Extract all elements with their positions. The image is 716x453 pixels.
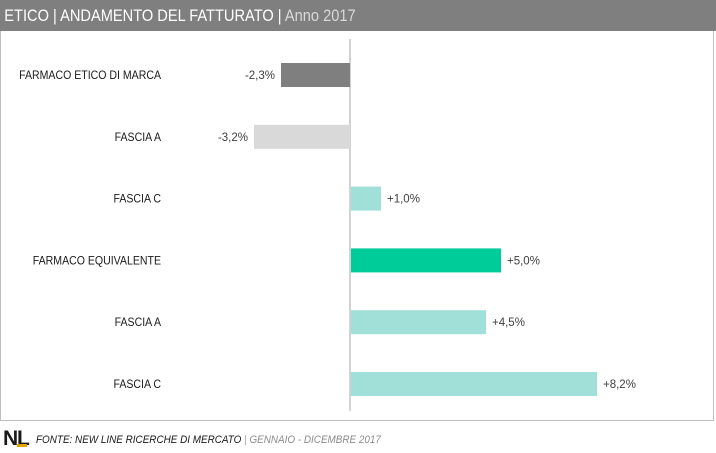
value-label-5: +8,2% [603,379,636,391]
bar-2 [351,186,381,211]
category-label-3: FARMACO EQUIVALENTE [33,255,162,268]
category-label-1: FASCIA A [115,131,162,144]
chart-title: ETICO | ANDAMENTO DEL FATTURATO | [4,6,282,25]
bar-chart: FARMACO ETICO DI MARCA -2,3% FASCIA A -3,2%… [19,39,636,411]
chart-subtitle: Anno 2017 [284,6,356,25]
value-label-2: +1,0% [387,194,420,206]
chart-header: ETICO | ANDAMENTO DEL FATTURATO | Anno 2… [0,0,716,31]
source-note: FONTE: NEW LINE RICERCHE DI MERCATO | GE… [36,434,381,446]
new-line-logo: N L [3,427,30,450]
category-label-0: FARMACO ETICO DI MARCA [19,69,161,82]
category-label-5: FASCIA C [113,378,161,391]
bar-1 [254,124,350,149]
source-text: FONTE: NEW LINE RICERCHE DI MERCATO [36,434,242,446]
value-label-1: -3,2% [218,132,248,144]
bar-4 [351,310,486,335]
category-label-2: FASCIA C [113,193,161,206]
source-period: GENNAIO - DICEMBRE 2017 [249,434,381,446]
bar-5 [351,372,597,396]
value-label-3: +5,0% [507,255,540,267]
value-label-0: -2,3% [245,70,275,82]
category-label-4: FASCIA A [115,317,162,330]
chart-frame [0,31,714,421]
footer: N L FONTE: NEW LINE RICERCHE DI MERCATO … [0,424,716,453]
value-label-4: +4,5% [492,317,525,329]
bar-3 [351,248,501,273]
bar-0 [281,63,350,87]
source-separator: | [244,434,247,446]
